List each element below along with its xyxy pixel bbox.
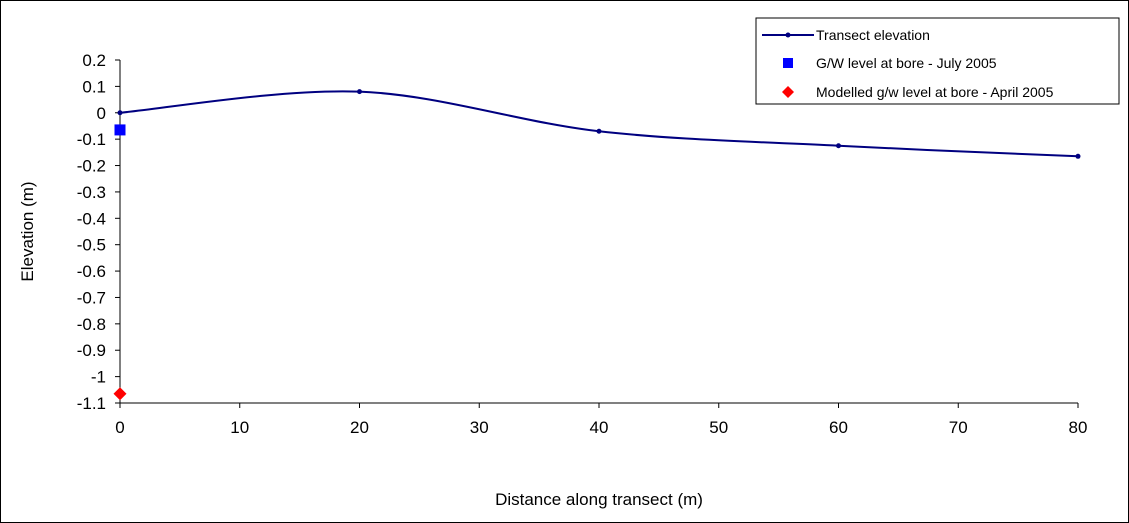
gw-level-july-point (114, 124, 126, 136)
legend-item-transect-elevation: Transect elevation (762, 27, 930, 43)
x-tick-label: 50 (709, 418, 728, 437)
legend-diamond-marker-icon (782, 86, 794, 98)
legend-label: Modelled g/w level at bore - April 2005 (816, 84, 1054, 100)
y-tick-label: -0.9 (77, 341, 106, 360)
legend-item-gw-level-july: G/W level at bore - July 2005 (783, 55, 997, 71)
transect-elevation-point (357, 89, 362, 95)
legend-item-modelled-gw-level-april: Modelled g/w level at bore - April 2005 (782, 84, 1054, 100)
y-tick-label: -0.4 (77, 209, 106, 228)
modelled-gw-level-april-point (113, 387, 127, 401)
y-tick-label: -0.6 (77, 262, 106, 281)
x-tick-label: 10 (230, 418, 249, 437)
y-tick-label: 0 (97, 104, 106, 123)
legend: Transect elevation G/W level at bore - J… (755, 17, 1120, 105)
y-tick-label: -0.5 (77, 236, 106, 255)
y-tick-label: -1.1 (77, 394, 106, 413)
transect-elevation-point (596, 128, 602, 134)
y-tick-label: -0.1 (77, 130, 106, 149)
x-tick-label: 70 (949, 418, 968, 437)
y-axis-title: Elevation (m) (18, 181, 37, 281)
y-tick-label: -0.2 (77, 157, 106, 176)
x-tick-label: 60 (829, 418, 848, 437)
transect-elevation-point (1075, 153, 1081, 159)
legend-square-marker-icon (783, 58, 793, 68)
x-tick-label: 40 (590, 418, 609, 437)
legend-label: Transect elevation (816, 27, 930, 43)
axes (115, 59, 1079, 408)
legend-dot-marker-icon (785, 32, 791, 38)
transect-elevation-point (836, 143, 841, 149)
y-tick-label: -0.3 (77, 183, 106, 202)
y-tick-label: -1 (91, 368, 106, 387)
x-tick-label: 20 (350, 418, 369, 437)
transect-elevation-point (117, 110, 123, 116)
y-tick-label: 0.1 (82, 77, 106, 96)
y-tick-label: -0.8 (77, 315, 106, 334)
legend-box (755, 17, 1120, 105)
data-series (113, 89, 1081, 401)
legend-label: G/W level at bore - July 2005 (816, 55, 997, 71)
x-tick-label: 0 (115, 418, 124, 437)
x-axis-title: Distance along transect (m) (495, 490, 703, 509)
x-tick-label: 30 (470, 418, 489, 437)
x-tick-label: 80 (1069, 418, 1088, 437)
y-tick-label: 0.2 (82, 51, 106, 70)
y-tick-label: -0.7 (77, 288, 106, 307)
tick-labels: 0 10 20 30 40 50 60 70 80 0.2 0.1 0 -0.1 -0.2 -0.3 -0.4… (77, 51, 1088, 437)
